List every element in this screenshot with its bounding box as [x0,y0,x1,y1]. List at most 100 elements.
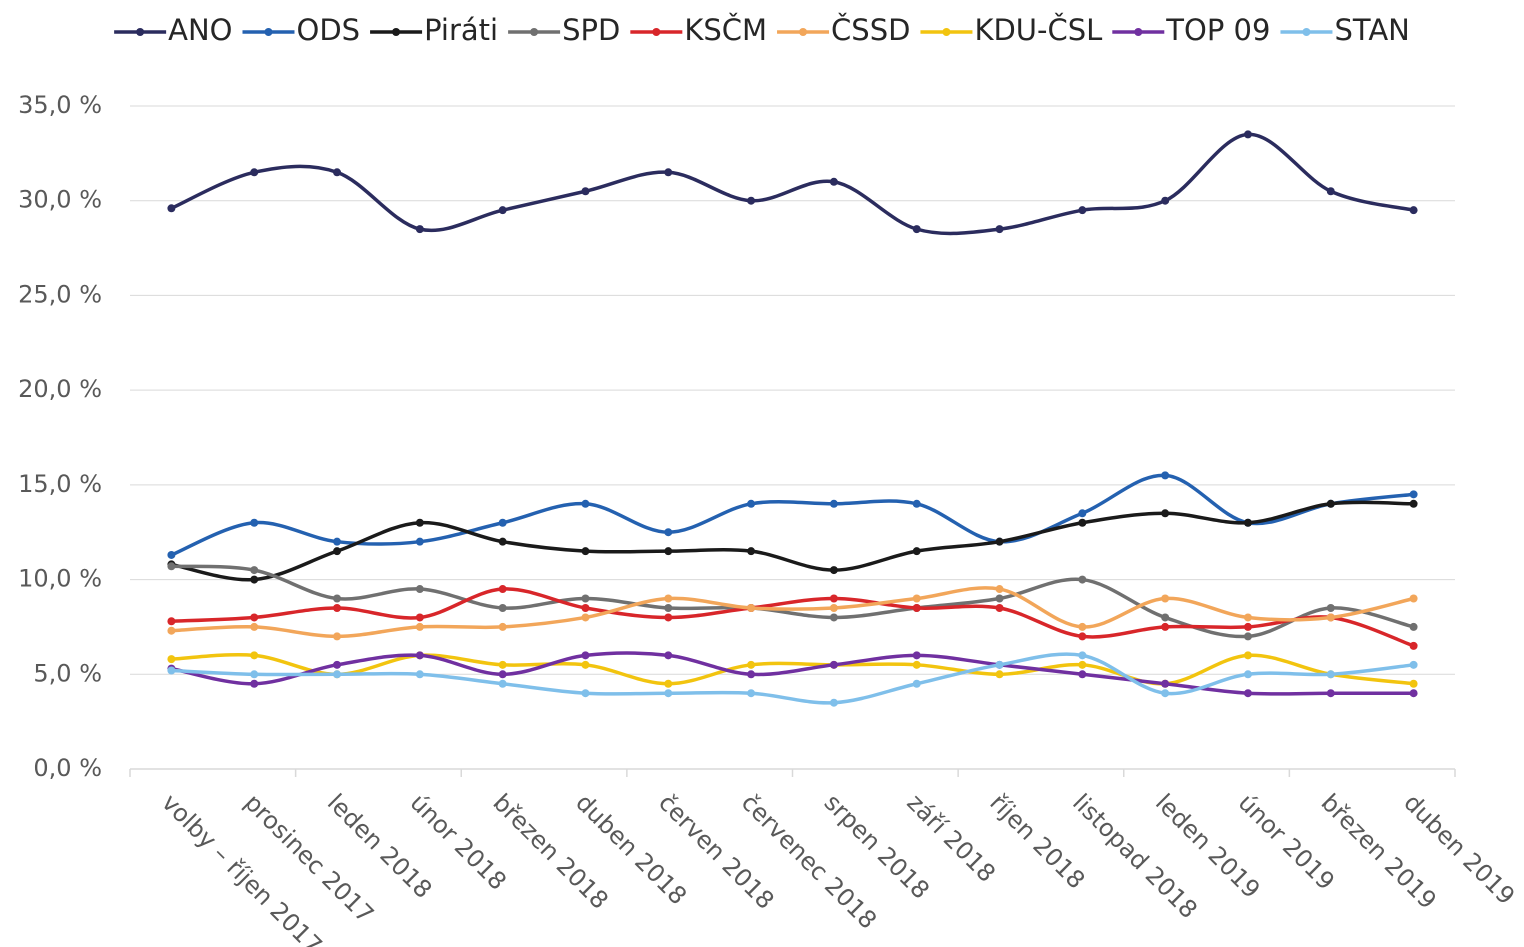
point [415,585,424,594]
series-line [170,473,1414,557]
point [995,660,1004,669]
point [912,225,921,234]
point [415,225,424,234]
point [995,594,1004,603]
legend-label: Piráti [424,13,498,47]
series-line [171,652,1414,686]
point [1409,622,1418,631]
point [747,196,756,205]
point [664,679,673,688]
point [1326,689,1335,698]
series-line [170,132,1414,236]
series-line [171,587,1415,648]
point [1078,632,1087,641]
point [1078,670,1087,679]
legend-marker [1134,28,1143,36]
point [498,670,507,679]
point [581,651,590,660]
y-tick-label: 35,0 % [18,91,102,119]
point [581,594,590,603]
point [581,689,590,698]
point [1161,196,1170,205]
point [664,168,673,177]
legend: ANO ODS Piráti SPD KSČM ČSSD KDU-ČSL TOP 09 STAN [114,13,1410,47]
point [1161,509,1170,518]
y-tick-label: 10,0 % [18,565,102,593]
point [498,660,507,669]
legend-label: ANO [168,13,232,47]
point [1243,130,1252,139]
point [581,660,590,669]
point [912,651,921,660]
point [250,670,259,679]
point [995,670,1004,679]
point [498,679,507,688]
point [1409,689,1418,698]
point [1409,641,1418,650]
legend-marker [264,28,273,36]
point [1243,518,1252,527]
point [1243,689,1252,698]
point [1326,499,1335,508]
point [1161,679,1170,688]
point [333,537,342,546]
point [1161,689,1170,698]
y-tick-label: 20,0 % [18,375,102,403]
point [747,689,756,698]
point [167,550,176,559]
point [829,613,838,622]
point [415,670,424,679]
legend-label: ODS [296,13,360,47]
series-line [171,500,1414,582]
point [167,562,176,571]
point [581,613,590,622]
point [581,603,590,612]
point [829,698,838,707]
point [1161,471,1170,480]
point [167,617,176,626]
point [1243,632,1252,641]
point [333,660,342,669]
point [1409,679,1418,688]
point [995,585,1004,594]
y-tick-label: 0,0 % [33,754,102,782]
point [1078,206,1087,215]
point [167,666,176,675]
point [664,528,673,537]
point [912,547,921,556]
legend-marker [1302,28,1311,36]
point [912,594,921,603]
point [333,594,342,603]
point [333,547,342,556]
point [250,575,259,584]
point [995,603,1004,612]
point [415,622,424,631]
point [581,547,590,556]
point [1078,575,1087,584]
point [747,660,756,669]
y-tick-label: 15,0 % [18,470,102,498]
point [333,168,342,177]
point [1409,660,1418,669]
point [1078,660,1087,669]
point [415,613,424,622]
legend-label: SPD [562,13,620,47]
point [1161,613,1170,622]
point [167,204,176,213]
legend-marker [530,28,539,36]
point [829,566,838,575]
point [747,547,756,556]
point [581,187,590,196]
point [250,651,259,660]
point [333,632,342,641]
point [1409,499,1418,508]
point [1326,187,1335,196]
point [1078,509,1087,518]
legend-marker [392,28,401,36]
legend-marker [652,28,661,36]
point [1078,518,1087,527]
point [415,537,424,546]
point [747,603,756,612]
legend-label: TOP 09 [1165,13,1270,47]
